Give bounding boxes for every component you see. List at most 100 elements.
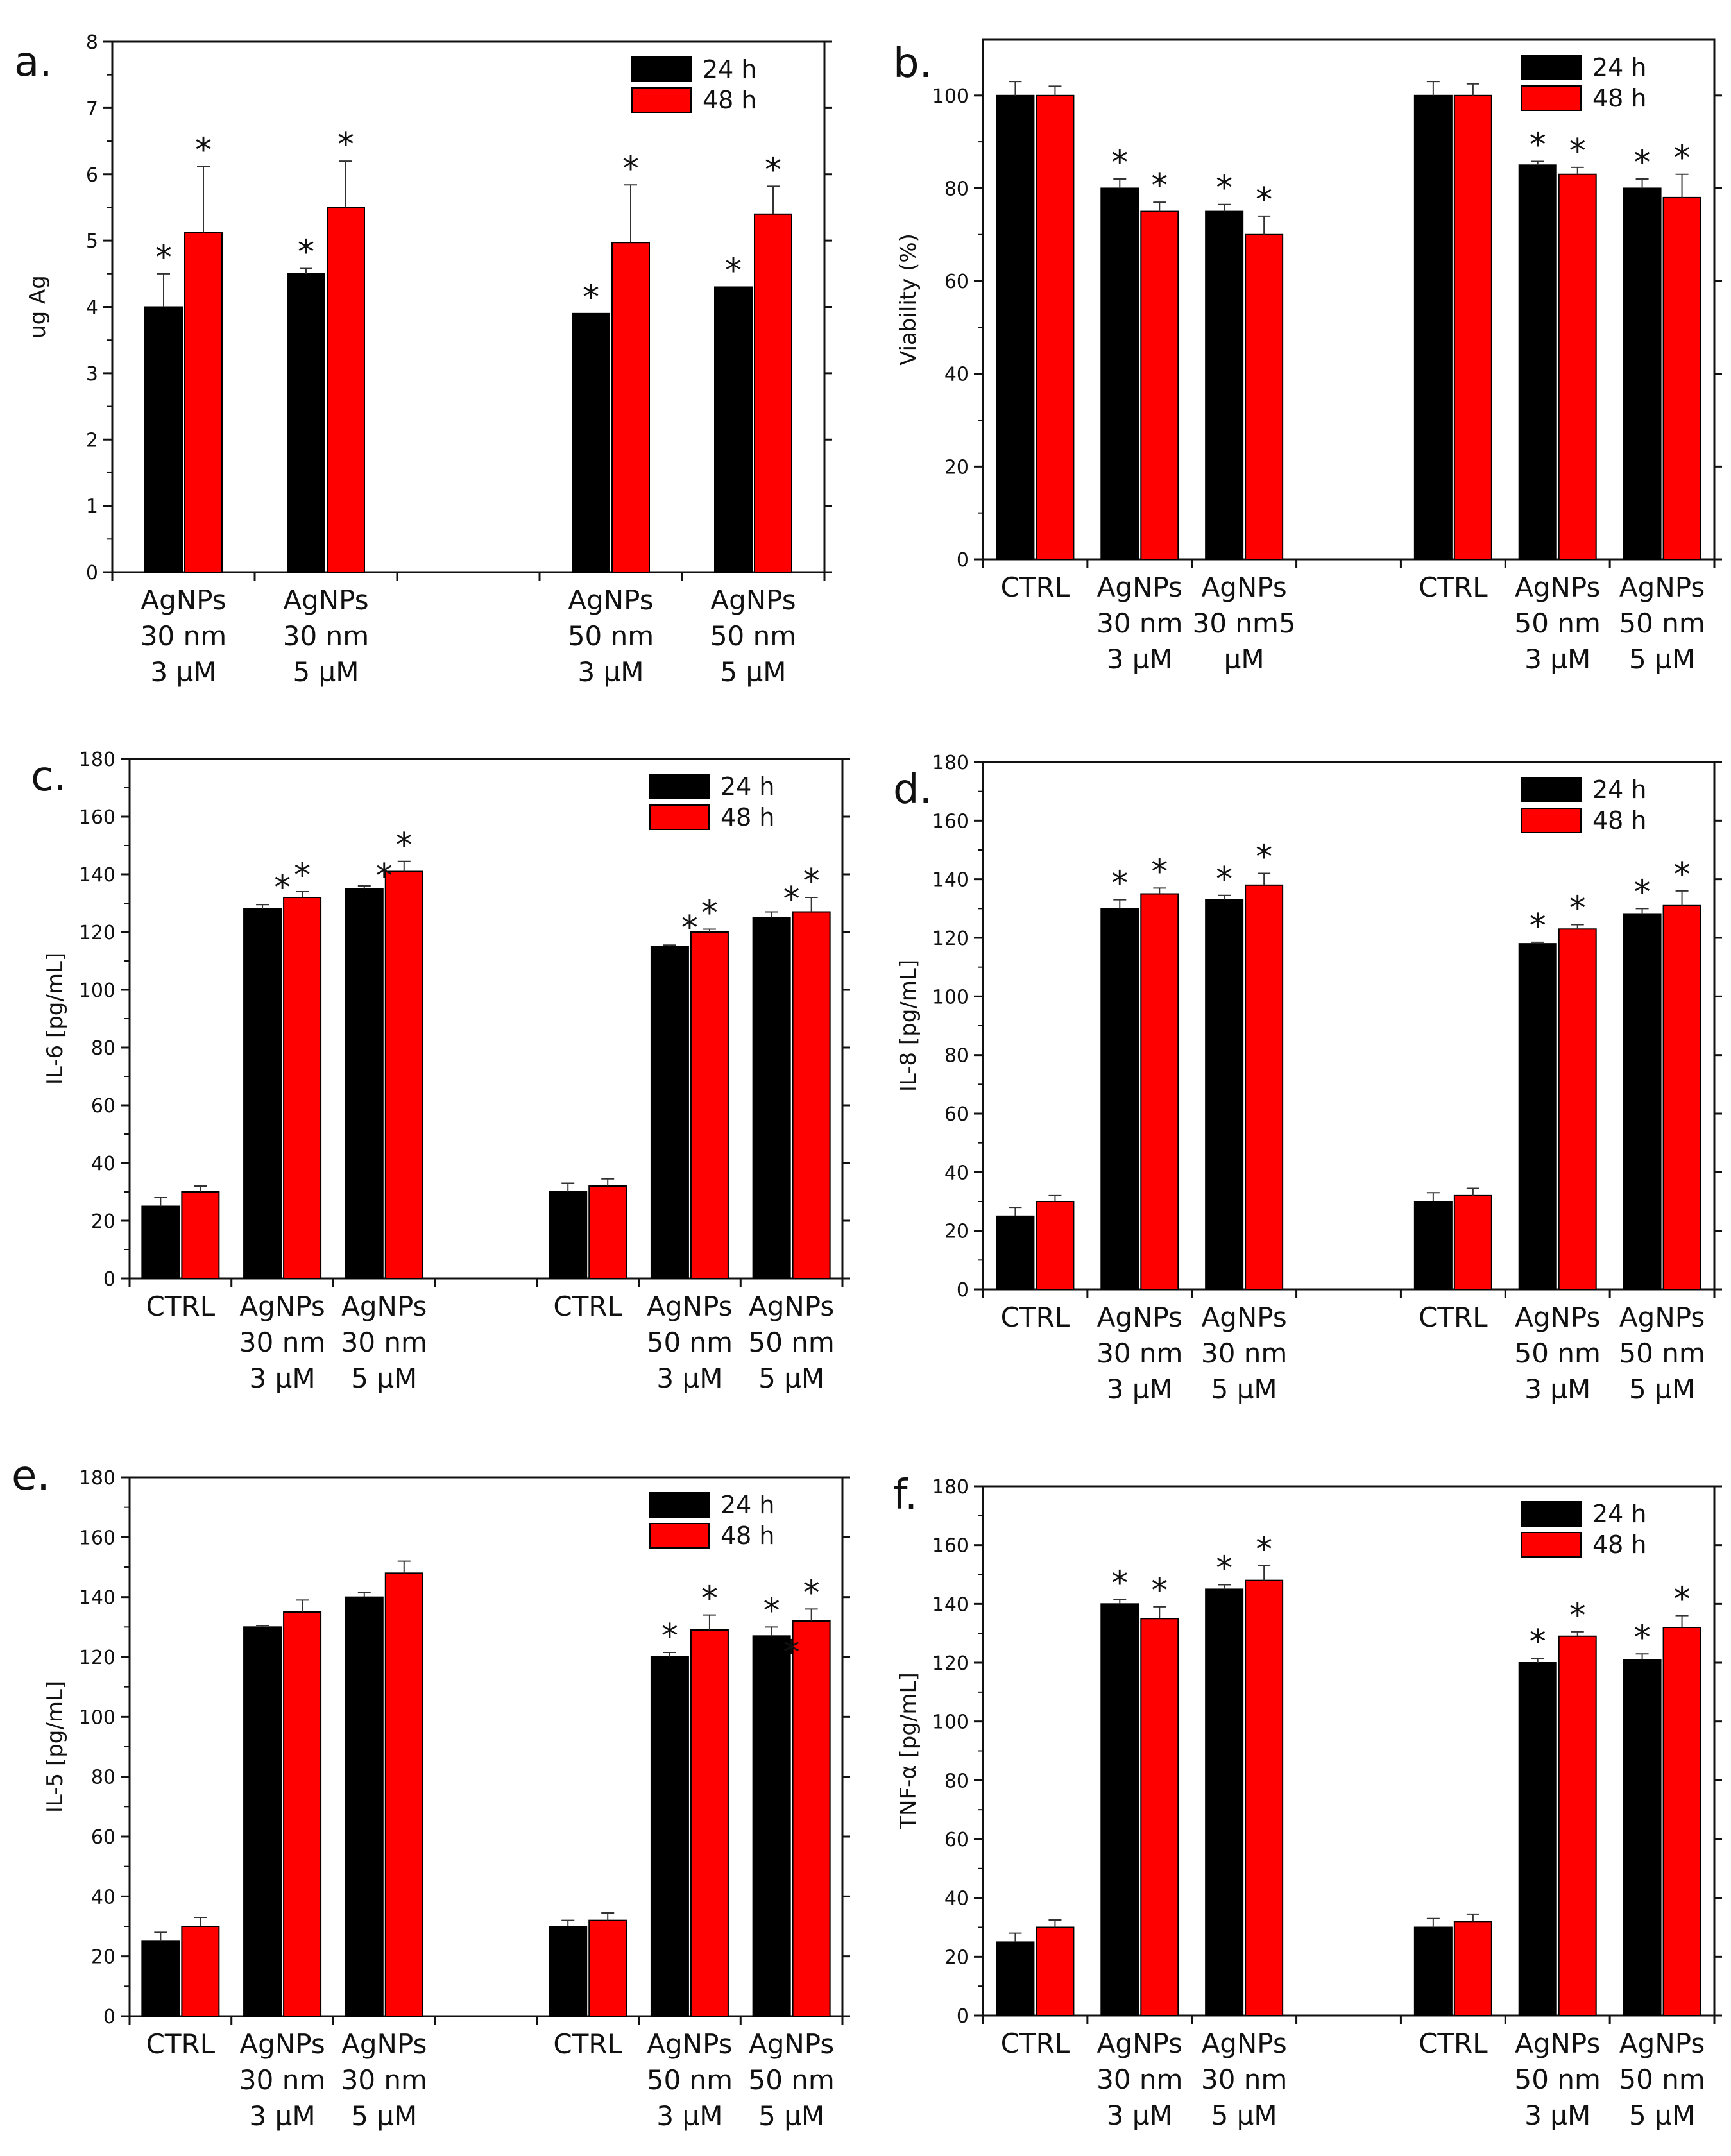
bar-48h	[1453, 1194, 1492, 1291]
panel-label: f.	[893, 1472, 917, 1519]
significance-star: *	[1151, 1572, 1168, 1610]
significance-star: *	[1216, 860, 1232, 899]
y-tick-label: 80	[944, 1770, 969, 1792]
panel-label: b.	[893, 40, 932, 87]
legend: 24 h 48 h	[1521, 1500, 1647, 1559]
y-tick-label: 2	[86, 429, 98, 452]
bar-24h	[650, 1656, 689, 2017]
legend-label-48h: 48 h	[721, 803, 775, 831]
legend-swatch-24h	[1521, 55, 1582, 80]
significance-star: *	[1634, 144, 1651, 182]
significance-star: *	[1256, 181, 1272, 219]
legend-label-48h: 48 h	[1592, 84, 1647, 112]
legend-swatch-24h	[649, 774, 710, 799]
x-tick-label: AgNPs 50 nm 3 µM	[1515, 572, 1601, 675]
x-tick-label: CTRL	[1001, 1302, 1070, 1333]
y-tick-label: 80	[91, 1037, 115, 1060]
legend-swatch-48h	[1521, 808, 1582, 833]
bar-24h	[345, 1596, 384, 2017]
bar-48h	[1036, 1201, 1075, 1290]
plot-frame	[128, 758, 844, 1280]
bar-24h	[345, 888, 384, 1279]
bar-24h	[1623, 913, 1662, 1290]
significance-star: *	[783, 880, 800, 919]
x-tick-label: AgNPs 50 nm 3 µM	[1515, 2028, 1601, 2131]
legend-label-24h: 24 h	[1592, 776, 1647, 804]
y-tick-label: 0	[957, 2005, 969, 2028]
panel-label: c.	[31, 753, 67, 801]
bar-24h	[243, 908, 282, 1279]
significance-star: *	[583, 278, 599, 317]
y-tick-label: 5	[86, 230, 98, 253]
bar-24h	[141, 1205, 180, 1279]
x-tick-label: AgNPs 30 nm 5 µM	[341, 2028, 427, 2132]
legend-swatch-24h	[631, 56, 692, 82]
significance-star: *	[725, 251, 742, 290]
legend-swatch-48h	[1521, 1532, 1582, 1558]
significance-star: *	[1674, 1581, 1691, 1619]
x-tick-label: AgNPs 30 nm 5 µM	[1201, 1302, 1287, 1405]
x-tick-label: CTRL	[146, 1291, 216, 1322]
x-tick-label: AgNPs 30 nm 5 µM	[283, 584, 369, 688]
y-tick-label: 20	[91, 1946, 115, 1969]
x-tick-label: CTRL	[553, 2028, 622, 2060]
legend-label-48h: 48 h	[721, 1522, 775, 1550]
bar-24h	[1205, 1588, 1244, 2017]
plot-frame	[128, 1476, 844, 2017]
y-tick-label: 1	[86, 496, 98, 518]
bar-48h	[588, 1919, 627, 2017]
y-tick-label: 40	[944, 1162, 969, 1184]
plot-frame	[982, 38, 1716, 561]
significance-star: *	[195, 131, 212, 169]
y-tick-label: 100	[79, 980, 115, 1002]
bar-48h	[1140, 893, 1179, 1290]
bar-48h	[1662, 196, 1701, 560]
y-axis-label: ug Ag	[25, 275, 51, 339]
chart-panel-2: b. 0 20 40 60 80 100 Viability (%) CTRL AgNPs 30 n…	[893, 38, 1722, 675]
y-tick-label: 100	[932, 986, 969, 1008]
legend: 24 h 48 h	[649, 1491, 775, 1550]
y-tick-label: 0	[86, 562, 98, 584]
bar-48h	[1140, 210, 1179, 560]
y-tick-label: 20	[91, 1210, 115, 1233]
bar-24h	[1413, 1201, 1453, 1290]
legend: 24 h 48 h	[1521, 53, 1647, 112]
bar-48h	[792, 1620, 831, 2017]
bar-24h	[144, 306, 183, 573]
y-tick-label: 40	[91, 1886, 115, 1908]
y-tick-label: 180	[79, 749, 115, 771]
y-tick-label: 160	[79, 1527, 115, 1549]
x-tick-label: AgNPs 30 nm 3 µM	[1096, 572, 1182, 675]
significance-star: *	[1530, 1623, 1546, 1661]
bar-48h	[1453, 94, 1492, 561]
y-tick-label: 160	[79, 806, 115, 829]
significance-star: *	[1256, 1531, 1272, 1569]
bar-24h	[996, 1941, 1035, 2017]
y-tick-label: 140	[932, 869, 969, 892]
bar-48h	[1245, 1579, 1284, 2017]
panel-label: d.	[893, 766, 932, 813]
x-tick-label: CTRL	[1419, 2028, 1488, 2059]
bar-24h	[1518, 943, 1557, 1290]
bar-24h	[1413, 94, 1453, 561]
significance-star: *	[783, 1634, 800, 1672]
bar-24h	[549, 1926, 588, 2017]
y-tick-label: 140	[79, 1587, 115, 1609]
significance-star: *	[1256, 838, 1272, 877]
chart-panel-5: e. 0 20 40 60 80 100 120 140 160 180 IL-5 [pg/mL] CT…	[12, 1452, 850, 2132]
y-axis-label: IL-5 [pg/mL]	[42, 1681, 68, 1813]
significance-star: *	[396, 826, 413, 865]
y-tick-label: 40	[91, 1153, 115, 1175]
x-tick-label: AgNPs 50 nm 3 µM	[568, 584, 654, 688]
bar-24h	[1205, 210, 1244, 560]
chart-panel-4: d. 0 20 40 60 80 100 120 140 160 180 IL-8 [pg/mL] CT…	[893, 752, 1722, 1405]
bar-48h	[1036, 94, 1075, 561]
x-tick-label: CTRL	[553, 1291, 622, 1322]
significance-star: *	[294, 856, 311, 895]
y-tick-label: 60	[944, 271, 969, 293]
y-tick-label: 7	[86, 98, 98, 120]
bar-48h	[384, 1572, 423, 2017]
bar-48h	[588, 1185, 627, 1279]
y-tick-label: 8	[86, 31, 98, 54]
legend-swatch-48h	[1521, 85, 1582, 111]
